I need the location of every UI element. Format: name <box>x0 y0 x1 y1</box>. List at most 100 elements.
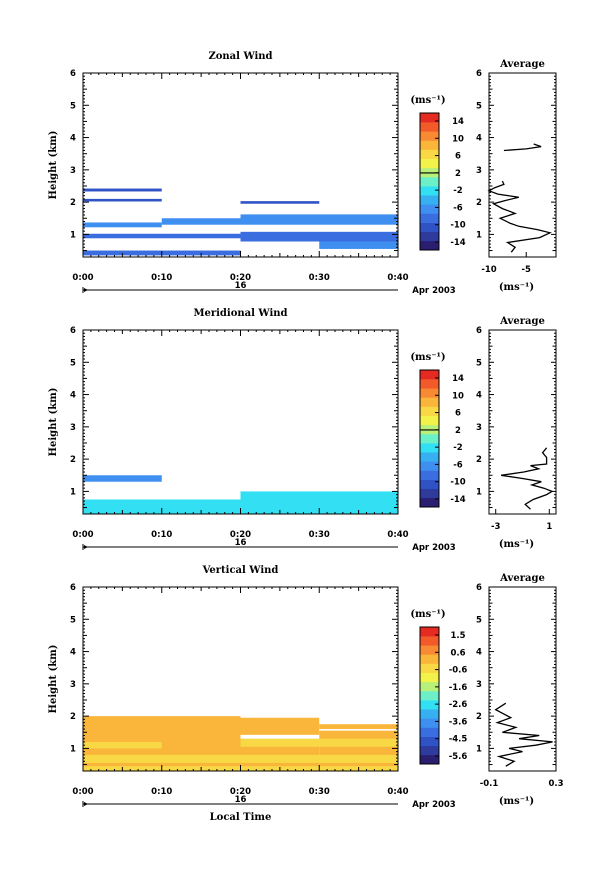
profile-y-tick-label: 4 <box>476 648 482 658</box>
data-gap <box>319 729 398 731</box>
profile-frame <box>488 586 557 772</box>
x-tick-label: 0:40 <box>387 530 408 540</box>
profile-title: Average <box>499 573 545 584</box>
profile-y-tick-label: 1 <box>476 744 482 754</box>
colorbar-tick-label: 0.6 <box>450 648 465 658</box>
x-tick-label: 0:00 <box>72 787 93 797</box>
profile-series-line <box>503 143 542 152</box>
y-tick-label: 6 <box>70 69 76 79</box>
x-tick-label: 0:00 <box>72 273 93 283</box>
colorbar-swatch <box>420 663 439 673</box>
date-day-label: 16 <box>235 795 247 805</box>
y-tick-label: 3 <box>70 680 76 690</box>
colorbar-tick-label: 1.5 <box>450 631 465 641</box>
profile-y-tick-label: 1 <box>476 487 482 497</box>
colorbar-swatch <box>420 388 439 398</box>
colorbar-swatch <box>420 681 439 692</box>
heatmap-cell <box>319 724 398 771</box>
x-tick-label: 0:40 <box>387 273 408 283</box>
y-tick-label: 1 <box>70 744 76 754</box>
colorbar-tick-label: -6 <box>453 460 463 470</box>
profile-title: Average <box>499 316 545 327</box>
panel-title: Vertical Wind <box>202 565 279 576</box>
x-tick-label: 0:30 <box>309 530 330 540</box>
colorbar-swatch <box>420 397 439 407</box>
profile-y-tick-label: 1 <box>476 230 482 240</box>
y-axis-label: Height (km) <box>48 388 59 457</box>
profile-y-tick-label: 3 <box>476 680 482 690</box>
y-axis-label: Height (km) <box>48 645 59 714</box>
date-arrow <box>84 802 88 806</box>
heatmap-cell <box>240 231 398 242</box>
colorbar-swatch <box>420 497 439 508</box>
colorbar-tick-label: 2 <box>455 169 461 179</box>
profile-y-tick-label: 5 <box>476 101 482 111</box>
date-day-label: 16 <box>235 281 247 291</box>
x-tick-label: 0:10 <box>151 787 172 797</box>
profile-y-tick-label: 3 <box>476 166 482 176</box>
colorbar-tick-label: -3.6 <box>449 717 468 727</box>
y-tick-label: 6 <box>70 583 76 593</box>
x-axis-label: Local Time <box>210 812 272 823</box>
colorbar-tick-label: -2 <box>453 186 463 196</box>
colorbar-tick-label: -0.6 <box>449 666 468 676</box>
date-arrow <box>84 545 88 549</box>
y-tick-label: 3 <box>70 423 76 433</box>
profile-x-axis-label: (ms⁻¹) <box>499 539 534 550</box>
y-axis-label: Height (km) <box>48 131 59 200</box>
date-day-label: 16 <box>235 538 247 548</box>
colorbar-swatch <box>420 186 439 196</box>
colorbar-tick-label: 6 <box>455 409 461 419</box>
plot-frame <box>82 329 399 515</box>
y-tick-label: 5 <box>70 101 76 111</box>
y-tick-label: 1 <box>70 487 76 497</box>
colorbar-swatch <box>420 627 439 637</box>
colorbar-swatch <box>420 754 439 765</box>
colorbar-unit: (ms⁻¹) <box>410 609 445 620</box>
profile-y-tick-label: 6 <box>476 583 482 593</box>
colorbar-swatch <box>420 415 439 426</box>
colorbar-swatch <box>420 222 439 233</box>
x-tick-label: 0:40 <box>387 787 408 797</box>
profile-x-tick-label: -5 <box>521 265 531 275</box>
profile-x-tick-label: -3 <box>491 522 501 532</box>
y-tick-label: 6 <box>70 326 76 336</box>
colorbar-swatch <box>420 131 439 141</box>
y-tick-label: 2 <box>70 455 76 465</box>
x-tick-label: 0:00 <box>72 530 93 540</box>
colorbar-tick-label: -10 <box>450 478 465 488</box>
colorbar-unit: (ms⁻¹) <box>410 352 445 363</box>
colorbar-swatch <box>420 690 439 701</box>
heatmap-cell <box>83 754 398 763</box>
colorbar-swatch <box>420 370 439 380</box>
colorbar-swatch <box>420 452 439 462</box>
y-tick-label: 4 <box>70 134 76 144</box>
colorbar-tick-label: 6 <box>455 152 461 162</box>
colorbar-tick-label: -14 <box>450 495 465 505</box>
colorbar-swatch <box>420 461 439 471</box>
date-month-year-label: Apr 2003 <box>412 800 456 810</box>
y-tick-label: 4 <box>70 391 76 401</box>
colorbar-tick-label: 2 <box>455 426 461 436</box>
profile-series-line <box>487 180 552 253</box>
y-tick-label: 3 <box>70 166 76 176</box>
heatmap-cell <box>83 741 162 749</box>
profile-frame <box>488 329 557 515</box>
heatmap-cell <box>240 491 398 514</box>
x-tick-label: 0:20 <box>230 787 251 797</box>
panel-title: Meridional Wind <box>193 308 287 319</box>
heatmap-cell <box>83 198 162 202</box>
y-tick-label: 5 <box>70 358 76 368</box>
colorbar-swatch <box>420 433 439 444</box>
colorbar-swatch <box>420 488 439 499</box>
colorbar-swatch <box>420 727 439 737</box>
colorbar-tick-label: 10 <box>452 134 464 144</box>
colorbar-swatch <box>420 443 439 453</box>
colorbar-tick-label: -10 <box>450 221 465 231</box>
colorbar-swatch <box>420 149 439 159</box>
colorbar-tick-label: -1.6 <box>449 683 468 693</box>
date-arrow <box>84 288 88 292</box>
colorbar-swatch <box>420 470 439 480</box>
heatmap-cell <box>83 222 162 228</box>
